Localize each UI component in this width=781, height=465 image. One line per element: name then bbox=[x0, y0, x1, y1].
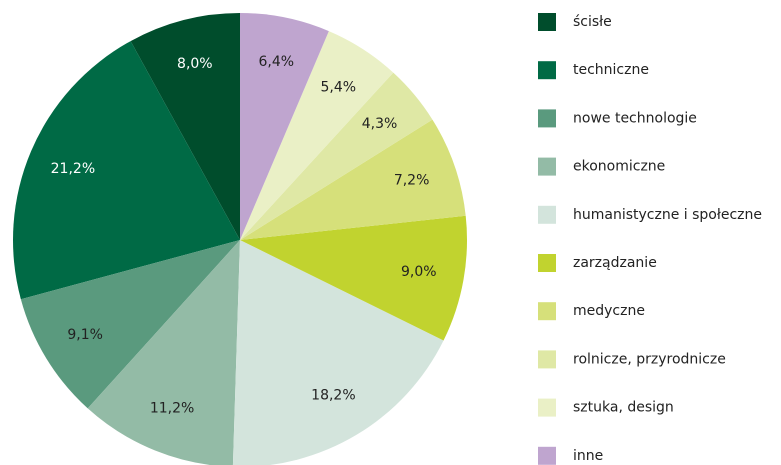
legend-swatch bbox=[538, 157, 556, 176]
pie-slice bbox=[130, 13, 240, 240]
pie-slice bbox=[232, 240, 444, 465]
legend-swatch bbox=[538, 398, 556, 417]
data-label: 11,2% bbox=[150, 400, 194, 416]
data-label: 9,1% bbox=[67, 327, 103, 343]
data-label: 5,4% bbox=[320, 79, 356, 95]
data-label: 9,0% bbox=[401, 264, 437, 280]
legend-label: rolnicze, przyrodnicze bbox=[573, 351, 726, 367]
legend-swatch bbox=[538, 109, 556, 128]
legend-label: medyczne bbox=[573, 303, 645, 319]
legend-label: nowe technologie bbox=[573, 110, 697, 126]
pie-slice bbox=[240, 215, 468, 341]
pie-slice bbox=[240, 31, 394, 240]
legend-swatch bbox=[538, 350, 556, 369]
legend-label: humanistyczne i społeczne bbox=[573, 207, 762, 223]
legend-label: ekonomiczne bbox=[573, 159, 665, 175]
data-label: 6,4% bbox=[258, 54, 294, 70]
legend-swatch bbox=[538, 13, 556, 31]
legend-label: techniczne bbox=[573, 62, 649, 78]
legend-swatch bbox=[538, 446, 556, 465]
data-label: 4,3% bbox=[362, 116, 398, 132]
pie-slice bbox=[240, 13, 329, 240]
data-label: 7,2% bbox=[394, 173, 430, 189]
legend-label: inne bbox=[573, 448, 603, 464]
legend-swatch bbox=[538, 302, 556, 321]
pie-slice bbox=[240, 119, 466, 240]
legend-label: sztuka, design bbox=[573, 400, 674, 416]
legend-label: ścisłe bbox=[573, 14, 612, 30]
legend-swatch bbox=[538, 205, 556, 224]
data-label: 21,2% bbox=[51, 161, 95, 177]
pie-slice bbox=[240, 72, 433, 240]
data-label: 8,0% bbox=[177, 56, 213, 72]
pie-slice bbox=[87, 240, 240, 465]
legend-label: zarządzanie bbox=[573, 255, 657, 271]
legend-swatch bbox=[538, 61, 556, 80]
pie-slice bbox=[20, 240, 240, 409]
legend-swatch bbox=[538, 254, 556, 272]
pie-slice bbox=[12, 41, 240, 300]
data-label: 18,2% bbox=[311, 388, 355, 404]
